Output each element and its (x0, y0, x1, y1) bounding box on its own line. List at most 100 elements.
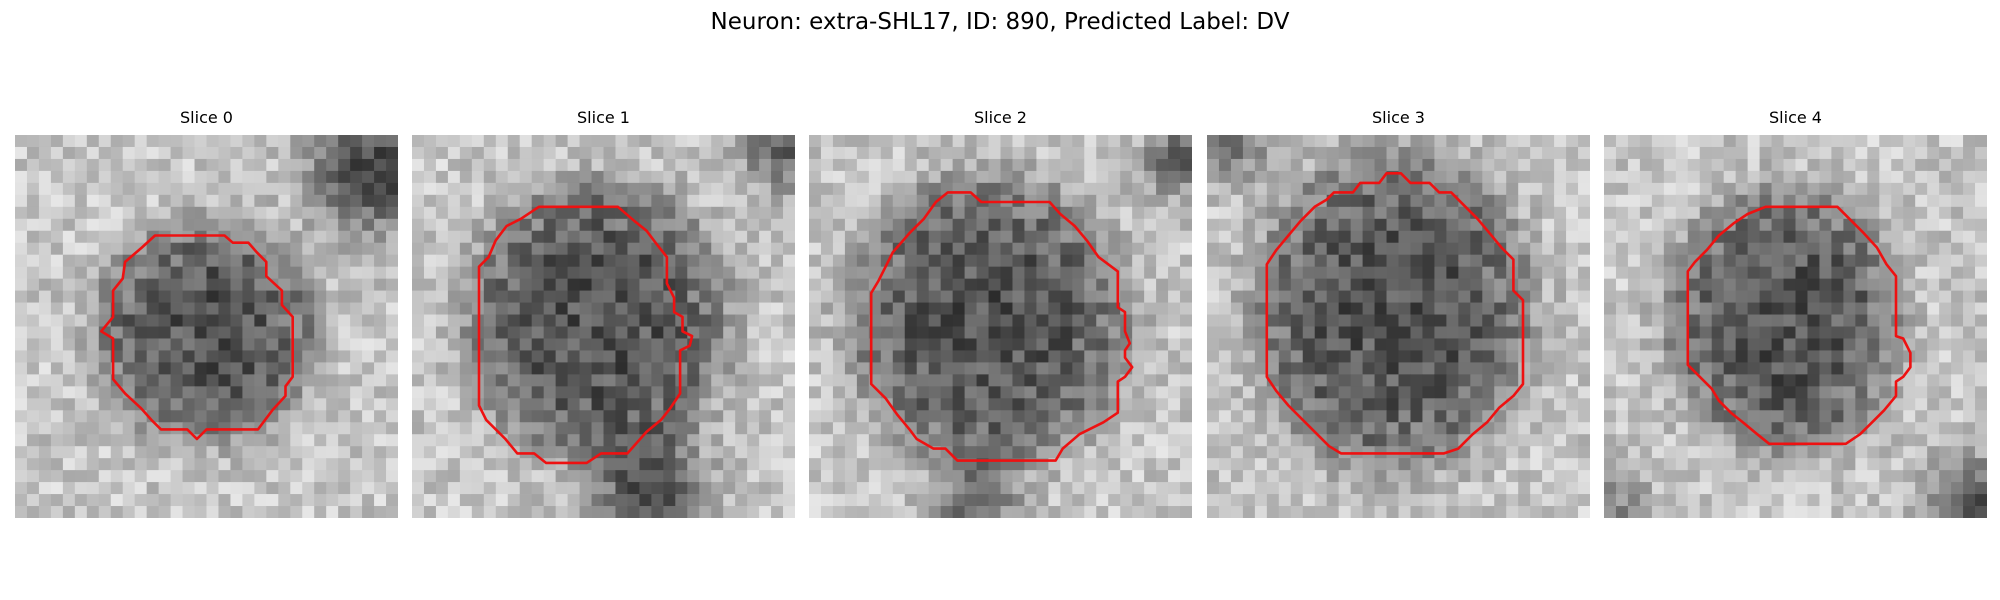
voxel (1867, 194, 1880, 208)
voxel (1084, 434, 1097, 447)
voxel (1747, 242, 1760, 256)
voxel (1024, 170, 1037, 184)
voxel (723, 338, 736, 351)
voxel (1218, 266, 1232, 280)
voxel (146, 398, 160, 411)
voxel (290, 218, 303, 232)
voxel (832, 422, 846, 435)
voxel (1604, 135, 1617, 148)
voxel (1168, 266, 1181, 280)
voxel (1819, 458, 1832, 471)
voxel (1398, 218, 1411, 232)
voxel (206, 230, 219, 244)
voxel (50, 230, 64, 244)
voxel (1096, 506, 1109, 518)
voxel (1687, 326, 1701, 339)
voxel (735, 470, 748, 483)
voxel (603, 350, 616, 363)
voxel (1326, 422, 1340, 435)
voxel (1254, 182, 1268, 196)
voxel (278, 506, 291, 518)
voxel (880, 135, 894, 148)
voxel (651, 278, 664, 291)
voxel (1578, 206, 1590, 220)
voxel (809, 254, 822, 268)
voxel (1759, 362, 1772, 375)
voxel (1362, 314, 1375, 327)
voxel (1566, 494, 1579, 507)
voxel (1096, 446, 1109, 459)
voxel (1759, 386, 1772, 399)
voxel (820, 374, 834, 387)
voxel (62, 135, 76, 148)
voxel (1218, 218, 1232, 232)
voxel (314, 218, 327, 232)
voxel (314, 314, 327, 327)
voxel (627, 374, 640, 387)
voxel (158, 326, 171, 339)
voxel (338, 206, 351, 220)
voxel (1338, 242, 1352, 256)
voxel (1855, 146, 1868, 160)
voxel (1915, 350, 1928, 363)
voxel (735, 254, 748, 268)
voxel (1843, 398, 1856, 411)
voxel (1855, 410, 1868, 423)
voxel (928, 266, 942, 280)
voxel (38, 290, 52, 303)
voxel (1096, 350, 1109, 363)
voxel (615, 218, 628, 232)
voxel (579, 338, 592, 351)
voxel (1470, 230, 1483, 244)
voxel (1254, 230, 1268, 244)
voxel (1398, 494, 1411, 507)
voxel (1302, 218, 1316, 232)
voxel (86, 278, 100, 291)
voxel (747, 206, 760, 220)
voxel (771, 290, 784, 303)
voxel (940, 362, 954, 375)
voxel (1410, 146, 1423, 160)
voxel (182, 242, 195, 256)
voxel (1446, 135, 1459, 148)
voxel (1278, 386, 1292, 399)
voxel (338, 386, 351, 399)
voxel (1639, 254, 1653, 268)
voxel (507, 350, 521, 363)
voxel (759, 290, 772, 303)
voxel (759, 494, 772, 507)
voxel (651, 206, 664, 220)
voxel (1168, 434, 1181, 447)
voxel (1699, 206, 1713, 220)
voxel (1687, 254, 1701, 268)
voxel (952, 374, 965, 387)
voxel (1639, 386, 1653, 399)
voxel (868, 206, 882, 220)
voxel (1518, 434, 1531, 447)
voxel (1434, 494, 1447, 507)
voxel (170, 410, 183, 423)
voxel (1302, 314, 1316, 327)
voxel (940, 290, 954, 303)
voxel (86, 182, 100, 196)
voxel (1446, 278, 1459, 291)
voxel (26, 422, 40, 435)
voxel (86, 266, 100, 280)
voxel (1422, 302, 1435, 315)
voxel (1915, 266, 1928, 280)
voxel (98, 194, 112, 208)
voxel (483, 206, 497, 220)
voxel (1180, 290, 1192, 303)
voxel (459, 182, 473, 196)
voxel (916, 326, 930, 339)
voxel (483, 494, 497, 507)
voxel (1072, 146, 1085, 160)
voxel (567, 230, 580, 244)
voxel (194, 398, 207, 411)
voxel (1144, 362, 1157, 375)
voxel (1144, 506, 1157, 518)
voxel (122, 206, 136, 220)
voxel (892, 182, 906, 196)
voxel (326, 206, 339, 220)
voxel (555, 410, 568, 423)
